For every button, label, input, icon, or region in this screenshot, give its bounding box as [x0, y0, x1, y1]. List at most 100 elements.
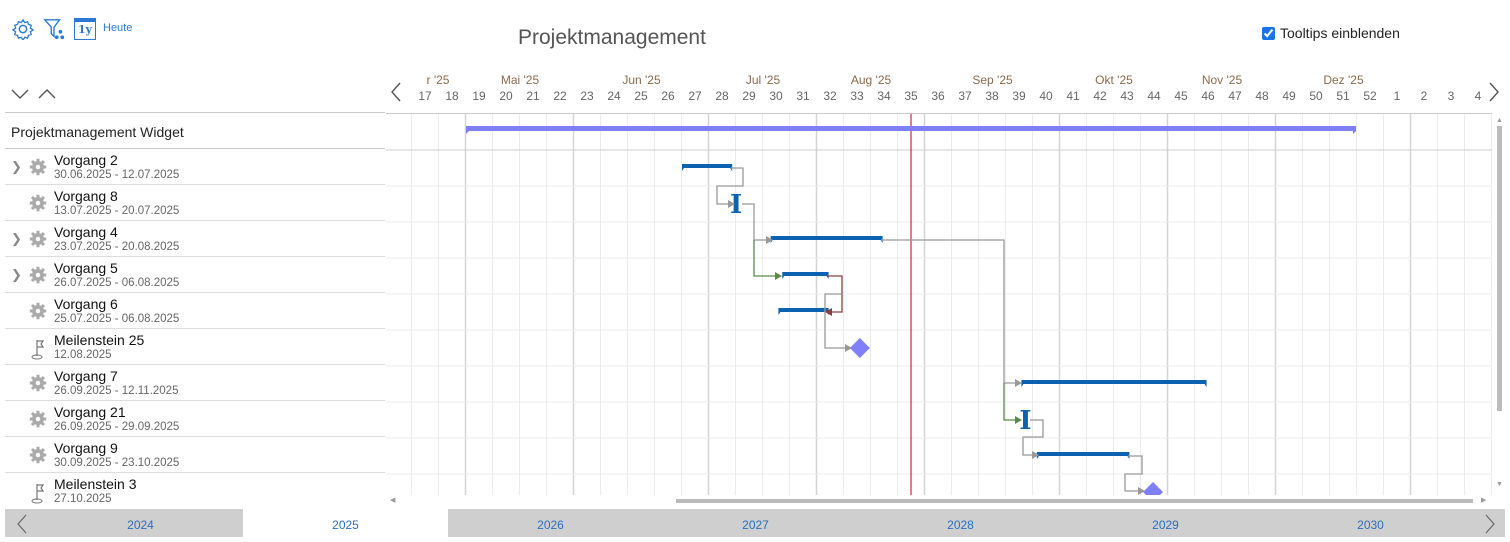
task-dates: 13.07.2025 - 20.07.2025 [54, 205, 180, 217]
year-tab-2024[interactable]: 2024 [127, 518, 154, 532]
vertical-scrollbar[interactable]: ▲ ▼ [1496, 117, 1503, 488]
week-label: 51 [1336, 89, 1350, 103]
milestone-flag-icon [31, 484, 45, 504]
week-label: 39 [1012, 89, 1026, 103]
task-dates: 30.09.2025 - 23.10.2025 [54, 457, 180, 469]
task-row[interactable]: ❯ Vorgang 2 30.06.2025 - 12.07.2025 [5, 149, 385, 185]
gear-icon [29, 158, 47, 176]
week-label: 19 [472, 89, 486, 103]
task-name: Meilenstein 3 [54, 476, 137, 492]
week-label: 52 [1363, 89, 1377, 103]
expand-chevron-icon[interactable]: ❯ [11, 231, 22, 246]
week-label: 38 [985, 89, 999, 103]
link-arrow [845, 344, 852, 352]
link-arrow [1015, 379, 1022, 387]
vertical-scroll-thumb[interactable] [1497, 126, 1502, 411]
month-label: Mai '25 [500, 73, 540, 87]
expand-all-icon[interactable] [11, 88, 29, 100]
task-row[interactable]: Vorgang 6 25.07.2025 - 06.08.2025 [5, 293, 385, 329]
short-task-bar: I [1019, 406, 1031, 436]
week-label: 36 [931, 89, 945, 103]
dependency-link [716, 167, 744, 205]
link-arrow [825, 308, 832, 316]
week-label: 34 [877, 89, 891, 103]
task-bar [682, 164, 733, 171]
task-row[interactable]: Meilenstein 25 12.08.2025 [5, 329, 385, 365]
milestone-flag-icon [31, 340, 45, 360]
month-label: Sep '25 [972, 73, 1013, 87]
expand-chevron-icon[interactable]: ❯ [11, 267, 22, 282]
dependency-link [753, 240, 776, 277]
link-arrow [1032, 451, 1039, 459]
week-label: 42 [1093, 89, 1107, 103]
horizontal-scrollbar[interactable]: ◀ ▶ [390, 497, 1487, 504]
scroll-right-icon[interactable] [1488, 82, 1500, 102]
year-tab-2028[interactable]: 2028 [947, 518, 974, 532]
expand-chevron-icon[interactable]: ❯ [11, 159, 22, 174]
dependency-link [742, 203, 767, 241]
page-title: Projektmanagement [518, 26, 706, 49]
task-dates: 25.07.2025 - 06.08.2025 [54, 313, 180, 325]
week-label: 43 [1120, 89, 1134, 103]
week-label: 25 [634, 89, 648, 103]
calendar-1y-icon[interactable]: 1y [74, 18, 96, 40]
dependency-link [824, 293, 846, 349]
month-label: Okt '25 [1095, 73, 1133, 87]
year-prev-icon[interactable] [16, 514, 28, 534]
dependency-link [881, 239, 1016, 384]
gear-icon[interactable] [12, 18, 34, 40]
scroll-left-icon[interactable] [390, 82, 402, 102]
gear-icon [29, 446, 47, 464]
year-tab-2030[interactable]: 2030 [1357, 518, 1384, 532]
task-name: Vorgang 9 [54, 440, 118, 456]
week-label: 4 [1474, 89, 1482, 103]
month-label: Jul '25 [745, 73, 781, 87]
link-arrow [728, 200, 735, 208]
link-arrow [1015, 416, 1022, 424]
task-row[interactable]: Vorgang 8 13.07.2025 - 20.07.2025 [5, 185, 385, 221]
task-bar [782, 272, 829, 279]
filter-network-icon[interactable] [43, 18, 65, 40]
today-button[interactable]: Heute [103, 22, 133, 34]
week-label: 17 [418, 89, 432, 103]
task-name: Vorgang 2 [54, 152, 118, 168]
month-label: Nov '25 [1201, 73, 1243, 87]
project-row[interactable]: Projektmanagement Widget [5, 112, 385, 149]
week-label: 22 [553, 89, 567, 103]
week-label: 1 [1393, 89, 1401, 103]
year-tab-2029[interactable]: 2029 [1152, 518, 1179, 532]
year-tab-2027[interactable]: 2027 [742, 518, 769, 532]
collapse-all-icon[interactable] [38, 88, 56, 100]
week-label: 27 [688, 89, 702, 103]
tooltips-toggle[interactable]: Tooltips einblenden [1262, 25, 1400, 41]
task-bar [1021, 380, 1207, 387]
task-row[interactable]: ❯ Vorgang 5 26.07.2025 - 06.08.2025 [5, 257, 385, 293]
month-label: r '25 [426, 73, 450, 87]
link-arrow [775, 272, 782, 280]
week-label: 45 [1174, 89, 1188, 103]
week-label: 32 [823, 89, 837, 103]
task-row[interactable]: Meilenstein 3 27.10.2025 [5, 473, 385, 508]
task-row[interactable]: Vorgang 7 26.09.2025 - 12.11.2025 [5, 365, 385, 401]
week-label: 21 [526, 89, 540, 103]
project-summary-bar [466, 126, 1356, 134]
week-label: 2 [1420, 89, 1428, 103]
month-label: Aug '25 [850, 73, 892, 87]
horizontal-scroll-thumb[interactable] [676, 499, 1473, 503]
year-next-icon[interactable] [1484, 514, 1496, 534]
year-tab-2026[interactable]: 2026 [537, 518, 564, 532]
tooltips-label: Tooltips einblenden [1280, 25, 1400, 41]
task-dates: 26.07.2025 - 06.08.2025 [54, 277, 180, 289]
task-bar [770, 236, 883, 243]
gear-icon [29, 194, 47, 212]
task-row[interactable]: Vorgang 21 26.09.2025 - 29.09.2025 [5, 401, 385, 437]
gear-icon [29, 374, 47, 392]
link-arrow [766, 236, 773, 244]
task-dates: 26.09.2025 - 12.11.2025 [54, 385, 179, 397]
task-row[interactable]: Vorgang 9 30.09.2025 - 23.10.2025 [5, 437, 385, 473]
task-dates: 26.09.2025 - 29.09.2025 [54, 421, 180, 433]
year-tab-2025[interactable]: 2025 [243, 509, 448, 537]
tooltips-checkbox[interactable] [1262, 26, 1275, 40]
task-row[interactable]: ❯ Vorgang 4 23.07.2025 - 20.08.2025 [5, 221, 385, 257]
